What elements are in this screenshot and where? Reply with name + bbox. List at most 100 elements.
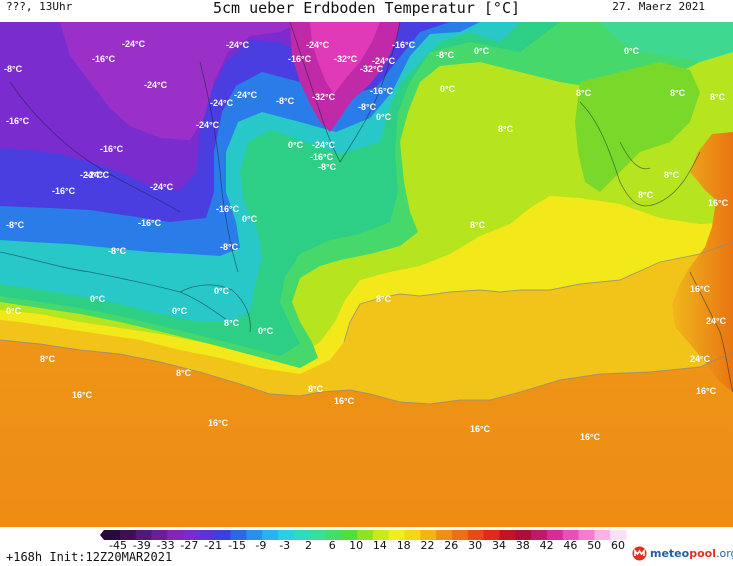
legend-color-cell xyxy=(499,530,516,540)
legend-color-cell xyxy=(278,530,295,540)
legend-color-cell xyxy=(357,530,374,540)
map-label: 8°C xyxy=(710,92,726,102)
map-label: -24°C xyxy=(150,182,174,192)
legend-color-cell xyxy=(531,530,548,540)
legend-tick-label: 34 xyxy=(492,539,506,552)
map-label: 0°C xyxy=(172,306,188,316)
map-label: 0°C xyxy=(214,286,230,296)
map-label: -16°C xyxy=(216,204,240,214)
map-label: -16°C xyxy=(100,144,124,154)
header-bar: ???, 13Uhr 5cm ueber Erdboden Temperatur… xyxy=(0,0,733,22)
map-label: 16°C xyxy=(208,418,229,428)
legend-tick-label: -45 xyxy=(109,539,127,552)
zone-greenland-core xyxy=(310,22,380,94)
map-label: -32°C xyxy=(334,54,358,64)
map-label: 8°C xyxy=(40,354,56,364)
legend-color-cell xyxy=(420,530,437,540)
map-label: -16°C xyxy=(310,152,334,162)
legend-color-cell xyxy=(404,530,421,540)
legend-tick-label: 30 xyxy=(468,539,483,552)
legend-tick-label: -39 xyxy=(132,539,151,552)
legend-tick-label: -15 xyxy=(228,539,246,552)
map-label: 0°C xyxy=(258,326,274,336)
legend-color-cell xyxy=(594,530,611,540)
legend-color-cell xyxy=(151,530,168,540)
map-title: 5cm ueber Erdboden Temperatur [°C] xyxy=(212,0,521,17)
color-scale-legend xyxy=(100,530,627,540)
legend-tick-label: -3 xyxy=(279,539,291,552)
map-label: 16°C xyxy=(72,390,93,400)
map-label: 0°C xyxy=(90,294,106,304)
legend-color-cell xyxy=(119,530,137,540)
legend-tick-label: 50 xyxy=(587,539,602,552)
map-label: 8°C xyxy=(638,190,654,200)
legend-tick-label: -27 xyxy=(180,539,199,552)
map-label: -16°C xyxy=(92,54,116,64)
forecast-date-label: 27. Maerz 2021 xyxy=(612,0,705,13)
brand-pool: pool xyxy=(689,547,716,560)
legend-color-cell xyxy=(309,530,326,540)
map-label: -8°C xyxy=(108,246,127,256)
map-label: -8°C xyxy=(220,242,239,252)
map-label: 8°C xyxy=(670,88,686,98)
legend-color-cell xyxy=(135,530,152,540)
map-label: -8°C xyxy=(318,162,337,172)
map-label: 16°C xyxy=(690,284,711,294)
map-label: -8°C xyxy=(276,96,295,106)
legend-tick-label: 42 xyxy=(539,539,554,552)
legend-color-cell xyxy=(452,530,469,540)
map-label: 0°C xyxy=(624,46,640,56)
map-label: -24°C xyxy=(196,120,220,130)
isotherm-lines xyxy=(0,241,733,405)
map-label: 8°C xyxy=(176,368,192,378)
map-label: 16°C xyxy=(580,432,601,442)
legend-tick-label: -21 xyxy=(204,539,223,552)
map-label: 0°C xyxy=(376,112,392,122)
legend-color-cell xyxy=(610,530,627,540)
legend-color-cell xyxy=(230,530,247,540)
legend-color-cell xyxy=(546,530,564,540)
legend-color-cell xyxy=(562,530,580,540)
map-label: -16°C xyxy=(138,218,162,228)
map-label: 16°C xyxy=(470,424,491,434)
zone-scandinavia-north xyxy=(600,22,733,62)
legend-color-cell xyxy=(483,530,500,540)
map-label: 8°C xyxy=(664,170,680,180)
map-label: -24°C xyxy=(80,170,104,180)
map-label: -32°C xyxy=(360,64,384,74)
legend-tick-label: 2 xyxy=(305,539,312,552)
map-label: -24°C xyxy=(306,40,330,50)
map-label: -16°C xyxy=(370,86,394,96)
zone-scandinavia xyxy=(575,62,700,192)
map-label: 0°C xyxy=(474,46,490,56)
legend-tick-label: 60 xyxy=(611,539,625,552)
map-label: -8°C xyxy=(4,64,23,74)
map-label: 24°C xyxy=(706,316,727,326)
legend-color-cell xyxy=(341,530,358,540)
map-label: 16°C xyxy=(334,396,355,406)
legend-arrow-low xyxy=(100,530,104,540)
map-label: -24°C xyxy=(226,40,250,50)
map-label: -24°C xyxy=(86,170,110,180)
legend-color-cell xyxy=(388,530,406,540)
map-label: 8°C xyxy=(376,294,392,304)
map-label: 0°C xyxy=(6,306,22,316)
map-label: 8°C xyxy=(224,318,240,328)
legend-tick-label: 46 xyxy=(563,539,578,552)
map-label: 0°C xyxy=(288,140,304,150)
meteopool-logo-icon xyxy=(632,546,647,561)
legend-tick-label: -9 xyxy=(255,539,267,552)
brand-org: .org xyxy=(715,547,733,560)
map-label: -24°C xyxy=(122,39,146,49)
legend-color-cell xyxy=(183,530,200,540)
temperature-labels: -16°C -24°C -24°C -24°C -16°C -32°C -32°… xyxy=(4,39,729,442)
meteopool-brand[interactable]: meteopool.org xyxy=(650,547,733,560)
legend-color-cell xyxy=(372,530,390,540)
map-label: -8°C xyxy=(6,220,25,230)
legend-tick-label: 14 xyxy=(372,539,387,552)
map-label: -8°C xyxy=(436,50,455,60)
legend-tick-label: 10 xyxy=(349,539,364,552)
map-label: -24°C xyxy=(312,140,336,150)
coastlines xyxy=(0,22,733,393)
map-label: -16°C xyxy=(288,54,312,64)
